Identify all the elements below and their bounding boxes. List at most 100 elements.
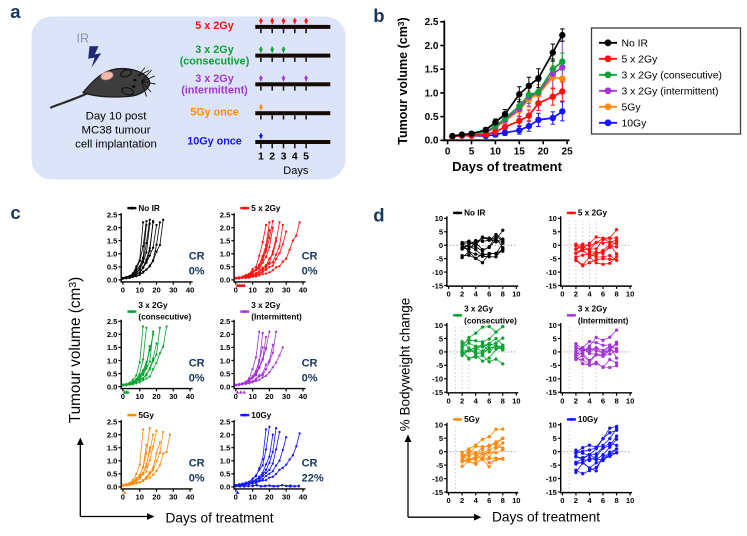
svg-text:20: 20 bbox=[265, 392, 273, 401]
svg-text:1.0: 1.0 bbox=[220, 457, 231, 466]
svg-text:0: 0 bbox=[560, 396, 564, 405]
svg-text:8: 8 bbox=[614, 290, 618, 299]
svg-text:2.5: 2.5 bbox=[220, 417, 231, 426]
svg-text:(consecutive): (consecutive) bbox=[180, 56, 250, 68]
svg-text:Days of treatment: Days of treatment bbox=[452, 159, 562, 174]
svg-text:0.5: 0.5 bbox=[220, 263, 231, 272]
svg-text:0.0: 0.0 bbox=[220, 483, 231, 492]
svg-text:CR: CR bbox=[189, 357, 205, 369]
svg-text:10Gy: 10Gy bbox=[251, 411, 271, 420]
svg-text:40: 40 bbox=[186, 285, 194, 294]
svg-text:-15: -15 bbox=[432, 388, 444, 397]
svg-text:-10: -10 bbox=[432, 375, 443, 384]
svg-text:1.5: 1.5 bbox=[107, 343, 118, 352]
svg-text:30: 30 bbox=[282, 492, 290, 501]
svg-text:30: 30 bbox=[282, 285, 290, 294]
svg-text:0: 0 bbox=[445, 147, 451, 158]
svg-text:Days: Days bbox=[283, 165, 309, 177]
svg-text:2.5: 2.5 bbox=[220, 317, 231, 326]
svg-text:1.0: 1.0 bbox=[425, 88, 439, 99]
svg-text:5 x 2Gy: 5 x 2Gy bbox=[251, 204, 281, 213]
svg-text:(Intermittent): (Intermittent) bbox=[251, 313, 302, 322]
svg-text:(consecutive): (consecutive) bbox=[138, 313, 191, 322]
svg-text:MC38 tumour: MC38 tumour bbox=[81, 125, 150, 137]
svg-text:2.5: 2.5 bbox=[220, 210, 231, 219]
svg-text:d: d bbox=[373, 205, 384, 226]
svg-text:1.5: 1.5 bbox=[107, 444, 118, 453]
svg-text:4: 4 bbox=[474, 396, 479, 405]
svg-text:4: 4 bbox=[292, 151, 298, 163]
svg-text:5Gy: 5Gy bbox=[464, 415, 480, 424]
svg-text:20: 20 bbox=[152, 285, 160, 294]
svg-text:0: 0 bbox=[121, 285, 125, 294]
svg-text:-5: -5 bbox=[436, 461, 444, 470]
svg-text:10Gy once: 10Gy once bbox=[187, 135, 242, 147]
svg-text:40: 40 bbox=[186, 492, 194, 501]
svg-text:5: 5 bbox=[553, 228, 558, 237]
svg-text:0: 0 bbox=[446, 290, 450, 299]
svg-text:40: 40 bbox=[299, 392, 307, 401]
svg-text:0.5: 0.5 bbox=[107, 263, 118, 272]
svg-text:IR: IR bbox=[77, 32, 90, 46]
svg-text:c: c bbox=[10, 202, 20, 223]
svg-text:3 x 2Gy: 3 x 2Gy bbox=[578, 305, 608, 314]
svg-text:10: 10 bbox=[626, 396, 634, 405]
svg-text:-5: -5 bbox=[436, 254, 444, 263]
svg-text:CR: CR bbox=[302, 251, 318, 263]
svg-text:0%: 0% bbox=[302, 266, 318, 278]
svg-text:2: 2 bbox=[460, 290, 464, 299]
svg-text:-15: -15 bbox=[546, 488, 558, 497]
svg-text:2: 2 bbox=[574, 396, 578, 405]
svg-text:5 x 2Gy: 5 x 2Gy bbox=[622, 54, 659, 65]
svg-text:0.5: 0.5 bbox=[107, 369, 118, 378]
svg-text:3 x 2Gy: 3 x 2Gy bbox=[138, 301, 168, 310]
svg-text:0%: 0% bbox=[189, 372, 205, 384]
svg-text:Day 10 post: Day 10 post bbox=[86, 111, 148, 123]
svg-text:0: 0 bbox=[234, 285, 238, 294]
svg-text:8: 8 bbox=[614, 496, 618, 505]
svg-text:2.5: 2.5 bbox=[425, 17, 439, 28]
svg-text:5: 5 bbox=[439, 334, 444, 343]
svg-text:-15: -15 bbox=[546, 388, 558, 397]
svg-text:4: 4 bbox=[587, 396, 592, 405]
svg-text:0: 0 bbox=[553, 241, 557, 250]
svg-text:-5: -5 bbox=[550, 361, 558, 370]
svg-text:2.5: 2.5 bbox=[107, 417, 118, 426]
svg-text:(consecutive): (consecutive) bbox=[464, 316, 517, 325]
svg-text:10: 10 bbox=[548, 214, 556, 223]
svg-text:8: 8 bbox=[501, 396, 505, 405]
svg-text:10: 10 bbox=[512, 496, 520, 505]
svg-text:2.0: 2.0 bbox=[220, 431, 231, 440]
svg-text:3 x 2Gy: 3 x 2Gy bbox=[464, 305, 494, 314]
svg-text:2: 2 bbox=[460, 396, 464, 405]
svg-text:0.0: 0.0 bbox=[220, 382, 231, 391]
svg-text:25: 25 bbox=[562, 147, 574, 158]
svg-text:1.0: 1.0 bbox=[220, 250, 231, 259]
svg-text:(Intermittent): (Intermittent) bbox=[578, 316, 629, 325]
svg-text:0.0: 0.0 bbox=[107, 483, 118, 492]
svg-text:0.0: 0.0 bbox=[107, 276, 118, 285]
svg-text:6: 6 bbox=[601, 496, 605, 505]
svg-text:2.0: 2.0 bbox=[107, 330, 118, 339]
svg-text:6: 6 bbox=[601, 396, 605, 405]
svg-text:5Gy: 5Gy bbox=[138, 411, 154, 420]
svg-text:20: 20 bbox=[152, 392, 160, 401]
svg-text:1: 1 bbox=[258, 151, 264, 163]
svg-text:5: 5 bbox=[303, 151, 309, 163]
svg-text:3 x 2Gy (consecutive): 3 x 2Gy (consecutive) bbox=[622, 70, 722, 81]
svg-text:0%: 0% bbox=[302, 372, 318, 384]
svg-text:5Gy: 5Gy bbox=[622, 102, 642, 113]
svg-text:5: 5 bbox=[553, 334, 558, 343]
svg-text:-10: -10 bbox=[546, 375, 557, 384]
svg-text:0: 0 bbox=[439, 241, 443, 250]
svg-text:CR: CR bbox=[189, 458, 205, 470]
svg-text:0: 0 bbox=[446, 396, 450, 405]
svg-text:10: 10 bbox=[548, 421, 556, 430]
svg-text:1.0: 1.0 bbox=[107, 457, 118, 466]
svg-text:2.0: 2.0 bbox=[107, 431, 118, 440]
svg-text:10: 10 bbox=[435, 421, 443, 430]
svg-text:1.5: 1.5 bbox=[425, 65, 439, 76]
svg-text:0.0: 0.0 bbox=[425, 136, 439, 147]
svg-text:0: 0 bbox=[439, 348, 443, 357]
svg-text:40: 40 bbox=[299, 285, 307, 294]
